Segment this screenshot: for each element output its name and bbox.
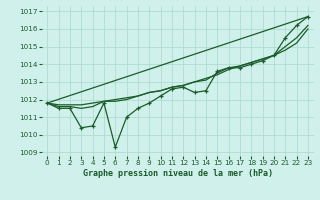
X-axis label: Graphe pression niveau de la mer (hPa): Graphe pression niveau de la mer (hPa) [83, 169, 273, 178]
